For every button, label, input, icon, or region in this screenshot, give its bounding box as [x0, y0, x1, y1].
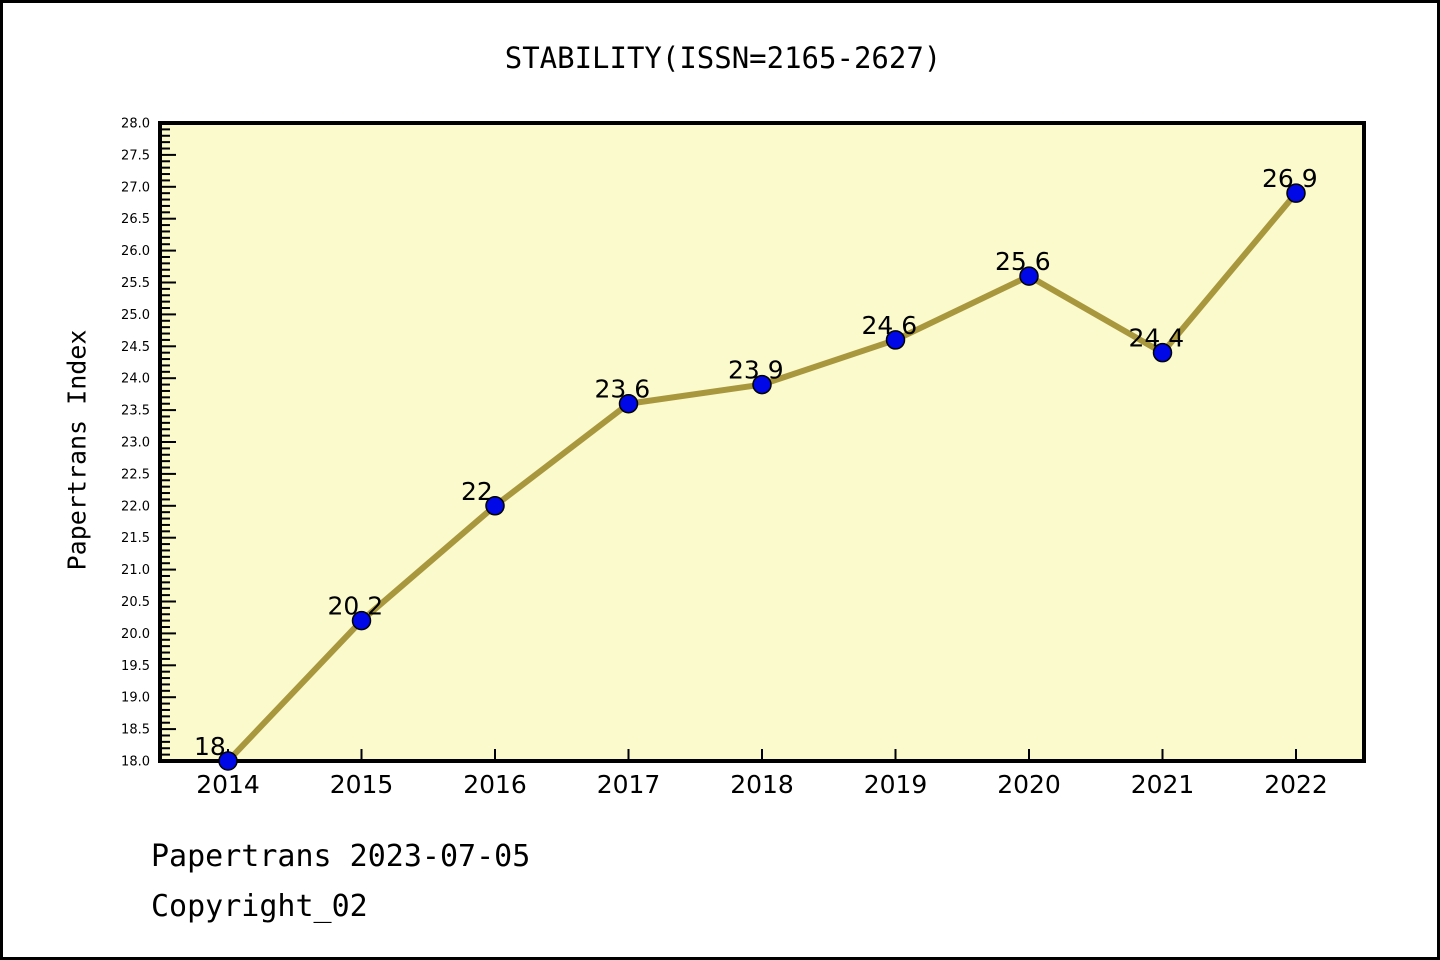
data-point-marker: [1152, 342, 1173, 363]
y-tick-label: 23.5: [121, 404, 150, 419]
plot-frame: [158, 121, 1366, 763]
x-tick-label: 2020: [997, 770, 1061, 799]
x-tick-label: 2018: [730, 770, 794, 799]
y-tick-label: 22.0: [121, 499, 150, 514]
y-tick-label: 25.0: [121, 308, 150, 323]
y-tick-label: 21.0: [121, 563, 150, 578]
y-tick-label: 23.0: [121, 436, 150, 451]
y-tick-label: 19.0: [121, 691, 150, 706]
x-axis-ticks: 2014 2015 2016 2017 2018 2019 2020 2021 2022: [196, 749, 1328, 799]
y-axis-ticks: 18.0 18.5 19.0 19.5 20.0 20.5 21.0 21.5 22.0 22.5…: [121, 117, 176, 770]
footer-date: Papertrans 2023-07-05: [151, 839, 531, 874]
chart-title: STABILITY(ISSN=2165-2627): [504, 41, 942, 75]
plot-area-background: [160, 123, 1364, 761]
y-tick-label: 20.5: [121, 595, 150, 610]
x-tick-label: 2016: [463, 770, 527, 799]
y-tick-label: 26.5: [121, 212, 150, 227]
y-tick-label: 27.5: [121, 148, 150, 163]
data-point-marker: [752, 374, 772, 395]
data-point-marker: [485, 496, 505, 516]
y-tick-label: 18.0: [121, 755, 150, 770]
x-tick-label: 2022: [1264, 770, 1328, 799]
data-point-marker: [351, 610, 372, 631]
y-tick-label: 24.0: [121, 372, 150, 387]
data-point-marker: [1019, 266, 1039, 286]
y-tick-label: 19.5: [121, 659, 150, 674]
data-point-marker: [1286, 183, 1306, 203]
data-points: [218, 183, 1306, 771]
y-tick-label: 20.0: [121, 627, 150, 642]
y-tick-label: 18.5: [121, 723, 150, 738]
x-tick-label: 2015: [330, 770, 394, 799]
y-tick-label: 26.0: [121, 244, 150, 259]
y-tick-label: 28.0: [121, 117, 150, 132]
footer-copyright: Copyright_02: [151, 889, 368, 924]
y-tick-label: 24.5: [121, 340, 150, 355]
y-tick-label: 27.0: [121, 180, 150, 195]
x-tick-label: 2019: [864, 770, 928, 799]
data-point-marker: [218, 751, 238, 771]
y-tick-label: 25.5: [121, 276, 150, 291]
x-tick-label: 2014: [196, 770, 260, 799]
data-point-marker: [618, 393, 639, 414]
line-chart: 18.0 18.5 19.0 19.5 20.0 20.5 21.0 21.5 22.0 22.5…: [121, 117, 1366, 799]
y-tick-label: 22.5: [121, 467, 150, 482]
x-tick-label: 2017: [597, 770, 661, 799]
data-point-marker: [885, 330, 906, 350]
x-tick-label: 2021: [1131, 770, 1195, 799]
y-tick-label: 21.5: [121, 531, 150, 546]
